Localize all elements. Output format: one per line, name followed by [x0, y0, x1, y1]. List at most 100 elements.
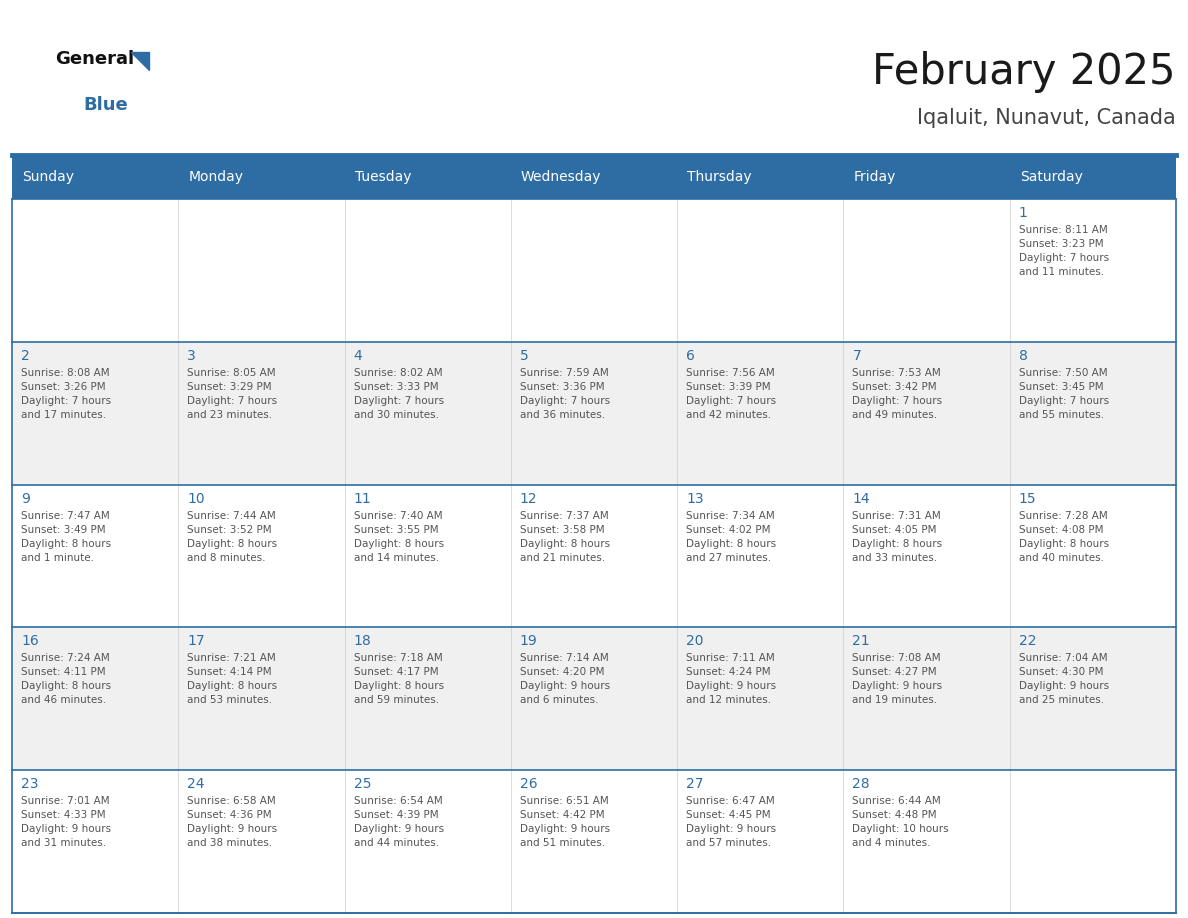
- Bar: [511, 485, 677, 627]
- Bar: [345, 770, 511, 913]
- Text: Sunrise: 7:59 AM
Sunset: 3:36 PM
Daylight: 7 hours
and 36 minutes.: Sunrise: 7:59 AM Sunset: 3:36 PM Dayligh…: [520, 368, 609, 420]
- Text: General: General: [55, 50, 134, 68]
- Bar: [1010, 627, 1176, 770]
- Text: Sunrise: 7:40 AM
Sunset: 3:55 PM
Daylight: 8 hours
and 14 minutes.: Sunrise: 7:40 AM Sunset: 3:55 PM Dayligh…: [354, 510, 443, 563]
- Text: 21: 21: [853, 634, 870, 648]
- Text: Sunrise: 6:47 AM
Sunset: 4:45 PM
Daylight: 9 hours
and 57 minutes.: Sunrise: 6:47 AM Sunset: 4:45 PM Dayligh…: [687, 796, 776, 848]
- Bar: [178, 485, 345, 627]
- Bar: [511, 770, 677, 913]
- Text: Sunrise: 7:37 AM
Sunset: 3:58 PM
Daylight: 8 hours
and 21 minutes.: Sunrise: 7:37 AM Sunset: 3:58 PM Dayligh…: [520, 510, 609, 563]
- Text: Sunrise: 8:02 AM
Sunset: 3:33 PM
Daylight: 7 hours
and 30 minutes.: Sunrise: 8:02 AM Sunset: 3:33 PM Dayligh…: [354, 368, 443, 420]
- Bar: [178, 199, 345, 341]
- Text: Monday: Monday: [188, 170, 244, 184]
- Bar: [511, 199, 677, 341]
- Text: 20: 20: [687, 634, 703, 648]
- Text: Sunrise: 6:58 AM
Sunset: 4:36 PM
Daylight: 9 hours
and 38 minutes.: Sunrise: 6:58 AM Sunset: 4:36 PM Dayligh…: [188, 796, 278, 848]
- Text: 1: 1: [1019, 206, 1028, 220]
- Bar: [178, 627, 345, 770]
- Bar: [843, 770, 1010, 913]
- Text: Sunrise: 7:34 AM
Sunset: 4:02 PM
Daylight: 8 hours
and 27 minutes.: Sunrise: 7:34 AM Sunset: 4:02 PM Dayligh…: [687, 510, 776, 563]
- Text: Sunrise: 7:47 AM
Sunset: 3:49 PM
Daylight: 8 hours
and 1 minute.: Sunrise: 7:47 AM Sunset: 3:49 PM Dayligh…: [21, 510, 112, 563]
- Text: Sunrise: 7:04 AM
Sunset: 4:30 PM
Daylight: 9 hours
and 25 minutes.: Sunrise: 7:04 AM Sunset: 4:30 PM Dayligh…: [1019, 654, 1108, 705]
- Bar: [12, 485, 178, 627]
- Text: Thursday: Thursday: [687, 170, 752, 184]
- Text: Iqaluit, Nunavut, Canada: Iqaluit, Nunavut, Canada: [917, 108, 1176, 128]
- Bar: [1010, 770, 1176, 913]
- Text: 2: 2: [21, 349, 30, 363]
- Bar: [178, 341, 345, 485]
- Text: Sunrise: 8:05 AM
Sunset: 3:29 PM
Daylight: 7 hours
and 23 minutes.: Sunrise: 8:05 AM Sunset: 3:29 PM Dayligh…: [188, 368, 278, 420]
- Text: 28: 28: [853, 778, 870, 791]
- Bar: [843, 199, 1010, 341]
- Bar: [12, 199, 178, 341]
- Text: Sunrise: 7:14 AM
Sunset: 4:20 PM
Daylight: 9 hours
and 6 minutes.: Sunrise: 7:14 AM Sunset: 4:20 PM Dayligh…: [520, 654, 609, 705]
- Text: 16: 16: [21, 634, 39, 648]
- Text: Sunrise: 7:11 AM
Sunset: 4:24 PM
Daylight: 9 hours
and 12 minutes.: Sunrise: 7:11 AM Sunset: 4:24 PM Dayligh…: [687, 654, 776, 705]
- Text: 6: 6: [687, 349, 695, 363]
- Text: Friday: Friday: [853, 170, 896, 184]
- Text: February 2025: February 2025: [872, 51, 1176, 93]
- Text: 10: 10: [188, 492, 204, 506]
- Text: 5: 5: [520, 349, 529, 363]
- Text: Sunrise: 7:24 AM
Sunset: 4:11 PM
Daylight: 8 hours
and 46 minutes.: Sunrise: 7:24 AM Sunset: 4:11 PM Dayligh…: [21, 654, 112, 705]
- Text: Sunrise: 6:51 AM
Sunset: 4:42 PM
Daylight: 9 hours
and 51 minutes.: Sunrise: 6:51 AM Sunset: 4:42 PM Dayligh…: [520, 796, 609, 848]
- Text: Sunrise: 7:01 AM
Sunset: 4:33 PM
Daylight: 9 hours
and 31 minutes.: Sunrise: 7:01 AM Sunset: 4:33 PM Dayligh…: [21, 796, 112, 848]
- Bar: [12, 770, 178, 913]
- Text: Sunrise: 7:21 AM
Sunset: 4:14 PM
Daylight: 8 hours
and 53 minutes.: Sunrise: 7:21 AM Sunset: 4:14 PM Dayligh…: [188, 654, 278, 705]
- Bar: [843, 627, 1010, 770]
- Bar: [178, 770, 345, 913]
- Text: Wednesday: Wednesday: [520, 170, 601, 184]
- Bar: [843, 485, 1010, 627]
- Text: 13: 13: [687, 492, 703, 506]
- Bar: [1010, 341, 1176, 485]
- Text: Sunrise: 7:18 AM
Sunset: 4:17 PM
Daylight: 8 hours
and 59 minutes.: Sunrise: 7:18 AM Sunset: 4:17 PM Dayligh…: [354, 654, 443, 705]
- Text: Sunrise: 7:08 AM
Sunset: 4:27 PM
Daylight: 9 hours
and 19 minutes.: Sunrise: 7:08 AM Sunset: 4:27 PM Dayligh…: [853, 654, 942, 705]
- Text: 18: 18: [354, 634, 372, 648]
- Bar: [12, 155, 1176, 199]
- Bar: [677, 199, 843, 341]
- Text: Sunrise: 6:54 AM
Sunset: 4:39 PM
Daylight: 9 hours
and 44 minutes.: Sunrise: 6:54 AM Sunset: 4:39 PM Dayligh…: [354, 796, 443, 848]
- Text: 7: 7: [853, 349, 861, 363]
- Text: Sunrise: 7:31 AM
Sunset: 4:05 PM
Daylight: 8 hours
and 33 minutes.: Sunrise: 7:31 AM Sunset: 4:05 PM Dayligh…: [853, 510, 942, 563]
- Text: 3: 3: [188, 349, 196, 363]
- Text: 14: 14: [853, 492, 870, 506]
- Text: 24: 24: [188, 778, 204, 791]
- Bar: [677, 627, 843, 770]
- Text: 11: 11: [354, 492, 372, 506]
- Text: 9: 9: [21, 492, 30, 506]
- Text: Sunrise: 7:56 AM
Sunset: 3:39 PM
Daylight: 7 hours
and 42 minutes.: Sunrise: 7:56 AM Sunset: 3:39 PM Dayligh…: [687, 368, 776, 420]
- Text: 26: 26: [520, 778, 537, 791]
- Polygon shape: [131, 52, 148, 70]
- Text: Sunday: Sunday: [23, 170, 74, 184]
- Text: 23: 23: [21, 778, 38, 791]
- Bar: [511, 341, 677, 485]
- Text: 25: 25: [354, 778, 371, 791]
- Bar: [677, 485, 843, 627]
- Text: Blue: Blue: [83, 96, 128, 114]
- Text: Sunrise: 6:44 AM
Sunset: 4:48 PM
Daylight: 10 hours
and 4 minutes.: Sunrise: 6:44 AM Sunset: 4:48 PM Dayligh…: [853, 796, 949, 848]
- Bar: [1010, 485, 1176, 627]
- Text: Tuesday: Tuesday: [354, 170, 411, 184]
- Text: Sunrise: 8:08 AM
Sunset: 3:26 PM
Daylight: 7 hours
and 17 minutes.: Sunrise: 8:08 AM Sunset: 3:26 PM Dayligh…: [21, 368, 112, 420]
- Text: Saturday: Saturday: [1019, 170, 1082, 184]
- Bar: [12, 627, 178, 770]
- Bar: [345, 341, 511, 485]
- Text: 27: 27: [687, 778, 703, 791]
- Bar: [843, 341, 1010, 485]
- Text: Sunrise: 7:50 AM
Sunset: 3:45 PM
Daylight: 7 hours
and 55 minutes.: Sunrise: 7:50 AM Sunset: 3:45 PM Dayligh…: [1019, 368, 1108, 420]
- Text: Sunrise: 7:28 AM
Sunset: 4:08 PM
Daylight: 8 hours
and 40 minutes.: Sunrise: 7:28 AM Sunset: 4:08 PM Dayligh…: [1019, 510, 1108, 563]
- Text: Sunrise: 7:44 AM
Sunset: 3:52 PM
Daylight: 8 hours
and 8 minutes.: Sunrise: 7:44 AM Sunset: 3:52 PM Dayligh…: [188, 510, 278, 563]
- Bar: [345, 627, 511, 770]
- Bar: [1010, 199, 1176, 341]
- Text: 22: 22: [1019, 634, 1036, 648]
- Bar: [677, 770, 843, 913]
- Text: 12: 12: [520, 492, 537, 506]
- Text: 8: 8: [1019, 349, 1028, 363]
- Bar: [12, 341, 178, 485]
- Text: 4: 4: [354, 349, 362, 363]
- Text: 15: 15: [1019, 492, 1036, 506]
- Bar: [345, 485, 511, 627]
- Bar: [345, 199, 511, 341]
- Text: 19: 19: [520, 634, 538, 648]
- Text: 17: 17: [188, 634, 204, 648]
